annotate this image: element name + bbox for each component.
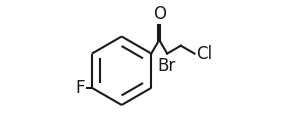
Text: O: O <box>153 5 166 23</box>
Text: Br: Br <box>157 57 176 75</box>
Text: Cl: Cl <box>196 45 212 63</box>
Text: F: F <box>75 79 85 97</box>
